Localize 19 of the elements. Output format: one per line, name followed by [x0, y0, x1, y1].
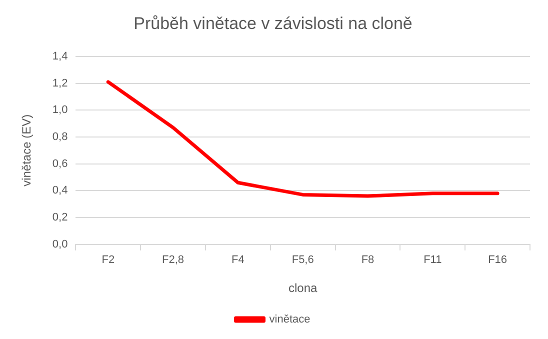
x-tick-label: F4: [232, 254, 244, 266]
y-tick-label: 1,0: [52, 104, 68, 116]
x-tick-label: F8: [361, 254, 374, 266]
y-tick-label: 0,6: [52, 158, 68, 170]
x-axis-title: clona: [288, 281, 318, 296]
x-tick-label: F2,8: [162, 254, 184, 266]
x-tick-label: F16: [488, 254, 508, 266]
y-tick-label: 0,4: [52, 184, 68, 197]
y-tick-label: 0,8: [52, 131, 68, 144]
y-tick-label: 1,4: [52, 50, 68, 62]
y-tick-label: 0,0: [52, 238, 68, 250]
chart-title: Průběh vinětace v závislosti na cloně: [134, 14, 412, 33]
x-tick-label: F11: [424, 254, 442, 266]
y-tick-label: 0,2: [52, 212, 68, 224]
legend-label: vinětace: [269, 314, 310, 326]
x-tick-label: F5,6: [292, 254, 314, 266]
x-tick-label: F2: [102, 254, 115, 266]
y-tick-label: 1,2: [52, 77, 68, 90]
y-axis-title: vinětace (EV): [20, 114, 34, 186]
